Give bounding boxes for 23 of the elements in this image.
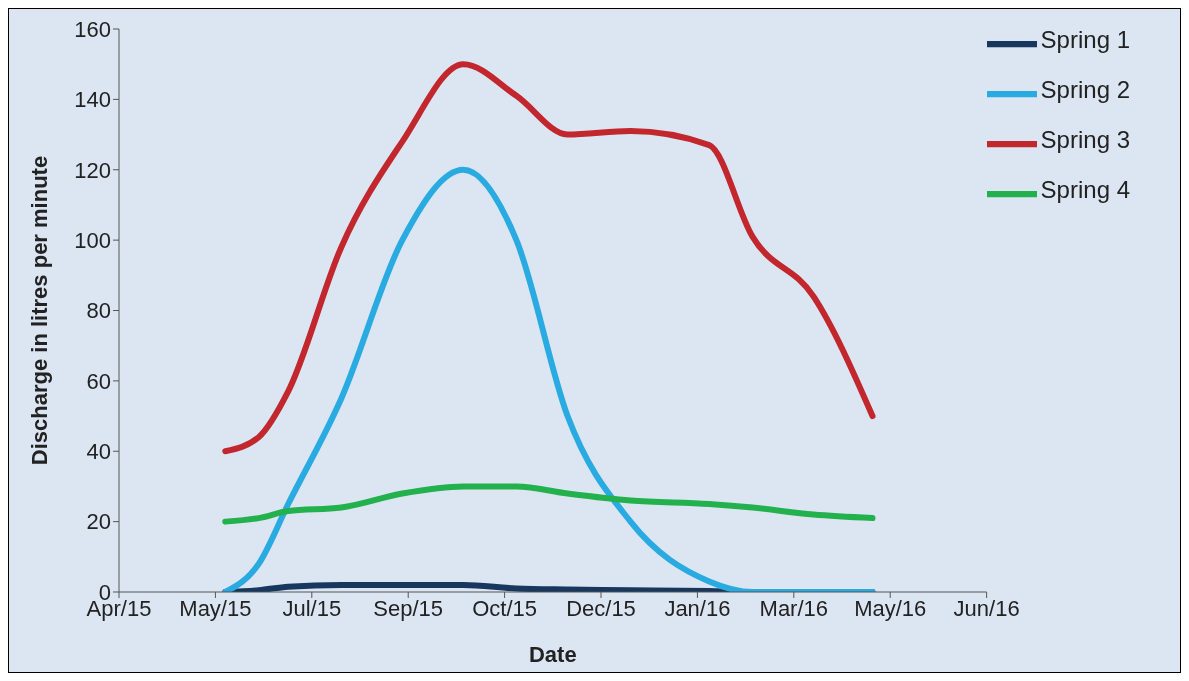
y-tick-label: 80: [86, 298, 111, 324]
x-tick-label: Jun/16: [953, 595, 1020, 621]
legend-label: Spring 4: [1040, 176, 1130, 204]
y-tick-label: 60: [86, 368, 111, 394]
y-tick-label: 40: [86, 439, 111, 465]
y-axis-title: Discharge in litres per minute: [26, 155, 52, 466]
x-axis-title: Date: [528, 642, 577, 667]
x-tick-label: Oct/15: [472, 595, 538, 621]
legend-label: Spring 3: [1040, 126, 1130, 154]
x-tick-label: May/16: [854, 595, 927, 621]
y-tick-label: 120: [74, 157, 111, 183]
x-tick-label: Jan/16: [664, 595, 731, 621]
x-tick-label: Mar/16: [759, 595, 829, 621]
y-tick-label: 20: [86, 509, 111, 535]
y-tick-label: 160: [74, 16, 111, 42]
legend-label: Spring 1: [1040, 26, 1130, 54]
x-tick-label: Jul/15: [282, 595, 342, 621]
y-tick-label: 140: [74, 87, 111, 113]
y-tick-label: 100: [74, 227, 111, 253]
x-tick-label: Dec/15: [566, 595, 636, 621]
legend-label: Spring 2: [1040, 76, 1130, 104]
x-tick-label: May/15: [179, 595, 252, 621]
x-tick-label: Sep/15: [373, 595, 444, 621]
